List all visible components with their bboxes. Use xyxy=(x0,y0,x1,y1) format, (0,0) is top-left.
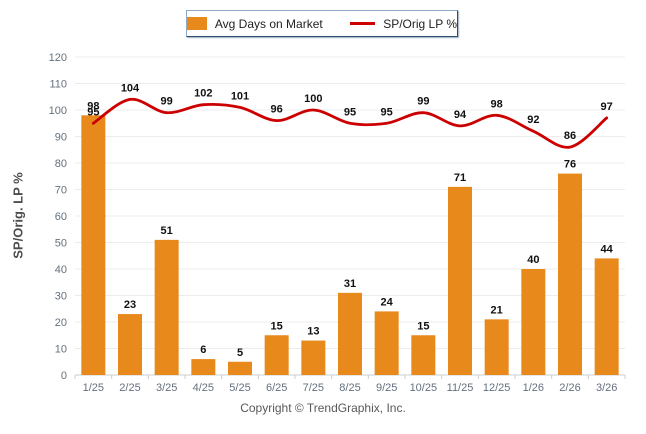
y-axis-title: SP/Orig. LP % xyxy=(10,172,26,259)
x-tick-label: 12/25 xyxy=(483,382,511,394)
line-series-swatch-icon xyxy=(350,22,376,25)
y-tick-label: 40 xyxy=(55,264,67,276)
y-tick-label: 10 xyxy=(55,344,67,356)
bar xyxy=(338,292,362,375)
y-tick-label: 50 xyxy=(55,238,67,250)
x-tick-label: 7/25 xyxy=(303,382,324,394)
bar-value-label: 15 xyxy=(271,320,283,332)
bar-value-label: 6 xyxy=(200,344,206,356)
y-tick-label: 90 xyxy=(55,132,67,144)
x-tick-label: 5/25 xyxy=(229,382,250,394)
bar-value-label: 44 xyxy=(601,243,614,255)
y-tick-label: 120 xyxy=(49,52,67,64)
y-tick-label: 110 xyxy=(49,79,67,91)
bar xyxy=(411,335,436,375)
bar-value-label: 51 xyxy=(161,225,173,237)
x-tick-label: 3/26 xyxy=(596,382,617,394)
line-value-label: 99 xyxy=(161,96,173,108)
bar-value-label: 40 xyxy=(527,254,539,266)
bar-series-swatch-icon xyxy=(187,17,207,30)
y-tick-label: 80 xyxy=(55,158,67,170)
x-tick-label: 4/25 xyxy=(193,382,214,394)
y-tick-label: 70 xyxy=(55,185,67,197)
line-value-label: 96 xyxy=(271,104,283,116)
line-value-label: 102 xyxy=(194,88,212,100)
bar xyxy=(484,319,509,375)
y-tick-label: 20 xyxy=(55,317,67,329)
line-value-label: 99 xyxy=(417,96,429,108)
bar-value-label: 15 xyxy=(417,320,429,332)
line-series xyxy=(91,97,609,149)
bar-series xyxy=(81,115,619,376)
x-tick-label: 8/25 xyxy=(339,382,360,394)
x-tick-label: 6/25 xyxy=(266,382,287,394)
x-tick-label: 11/25 xyxy=(447,382,474,394)
line-value-label: 95 xyxy=(381,106,393,118)
x-tick-label: 2/25 xyxy=(119,382,140,394)
line-value-label: 92 xyxy=(527,114,539,126)
bar xyxy=(521,269,546,375)
bar xyxy=(594,258,619,375)
line-value-label: 101 xyxy=(231,90,249,102)
y-tick-label: 60 xyxy=(55,211,67,223)
line-value-label: 97 xyxy=(601,101,613,113)
bar-value-label: 24 xyxy=(381,296,394,308)
copyright-text: Copyright © TrendGraphix, Inc. xyxy=(240,401,406,415)
legend-line-label: SP/Orig LP % xyxy=(383,16,457,31)
x-tick-label: 9/25 xyxy=(376,382,397,394)
bar xyxy=(301,340,326,375)
legend-bar-label: Avg Days on Market xyxy=(214,16,323,31)
line-value-label: 86 xyxy=(564,130,576,142)
x-tick-label: 1/25 xyxy=(83,382,104,394)
y-tick-label: 0 xyxy=(61,370,67,382)
x-tick-label: 1/26 xyxy=(523,382,544,394)
bar xyxy=(448,186,472,375)
x-tick-label: 3/25 xyxy=(156,382,177,394)
bar xyxy=(264,335,289,375)
line-value-label: 94 xyxy=(454,109,467,121)
line-value-label: 95 xyxy=(87,106,99,118)
bar-value-label: 98 xyxy=(87,100,99,112)
y-tick-label: 100 xyxy=(49,105,67,117)
line-value-label: 95 xyxy=(344,106,356,118)
bar xyxy=(81,115,106,376)
bar-value-label: 13 xyxy=(307,326,319,338)
legend: Avg Days on Market SP/Orig LP % xyxy=(186,10,458,37)
bar xyxy=(374,311,399,375)
bar-value-label: 21 xyxy=(491,304,503,316)
bar xyxy=(118,314,142,375)
bar-value-label: 23 xyxy=(124,299,136,311)
bar xyxy=(228,361,252,375)
bar-value-label: 5 xyxy=(237,347,243,359)
bar xyxy=(154,239,179,375)
bar-value-label: 71 xyxy=(454,172,466,184)
bar-value-label: 31 xyxy=(344,278,356,290)
bar-value-label: 76 xyxy=(564,159,576,171)
y-tick-label: 30 xyxy=(55,291,67,303)
line-value-label: 98 xyxy=(491,98,503,110)
line-value-label: 100 xyxy=(304,93,322,105)
line-value-label: 104 xyxy=(121,82,140,94)
bar xyxy=(191,359,216,375)
bar xyxy=(558,173,582,375)
x-tick-label: 10/25 xyxy=(410,382,438,394)
x-tick-label: 2/26 xyxy=(559,382,580,394)
